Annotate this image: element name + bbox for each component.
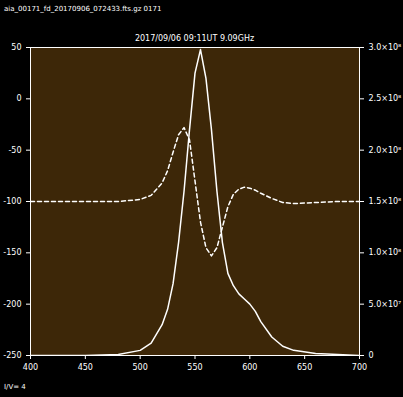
svg-text:-200: -200 <box>3 300 21 309</box>
svg-text:-100: -100 <box>3 197 21 206</box>
svg-text:-150: -150 <box>3 248 21 257</box>
svg-text:600: 600 <box>242 363 257 372</box>
svg-text:700: 700 <box>352 363 367 372</box>
svg-text:550: 550 <box>187 363 202 372</box>
svg-text:2.0×10⁸: 2.0×10⁸ <box>369 146 402 155</box>
svg-text:500: 500 <box>133 363 148 372</box>
svg-text:3.0×10⁸: 3.0×10⁸ <box>369 43 402 52</box>
html-text:aia_00171_fd_20170906_072433.f: aia_00171_fd_20170906_072433.fts.gz 0171 <box>4 5 162 13</box>
svg-text:0: 0 <box>16 94 21 103</box>
svg-text:650: 650 <box>297 363 312 372</box>
svg-text:50: 50 <box>11 43 21 52</box>
svg-text:2.5×10⁸: 2.5×10⁸ <box>369 94 402 103</box>
svg-text:450: 450 <box>78 363 93 372</box>
svg-text:-250: -250 <box>3 351 21 360</box>
svg-text:0: 0 <box>369 351 374 360</box>
html-text:I/V= 4: I/V= 4 <box>4 383 26 391</box>
svg-text:1.0×10⁸: 1.0×10⁸ <box>369 248 402 257</box>
html-text:2017/09/06 09:11UT 9.09GHz: 2017/09/06 09:11UT 9.09GHz <box>134 34 255 43</box>
svg-text:400: 400 <box>23 363 38 372</box>
svg-text:-50: -50 <box>8 146 21 155</box>
svg-text:1.5×10⁸: 1.5×10⁸ <box>369 197 402 206</box>
svg-text:5.0×10⁷: 5.0×10⁷ <box>369 300 402 309</box>
